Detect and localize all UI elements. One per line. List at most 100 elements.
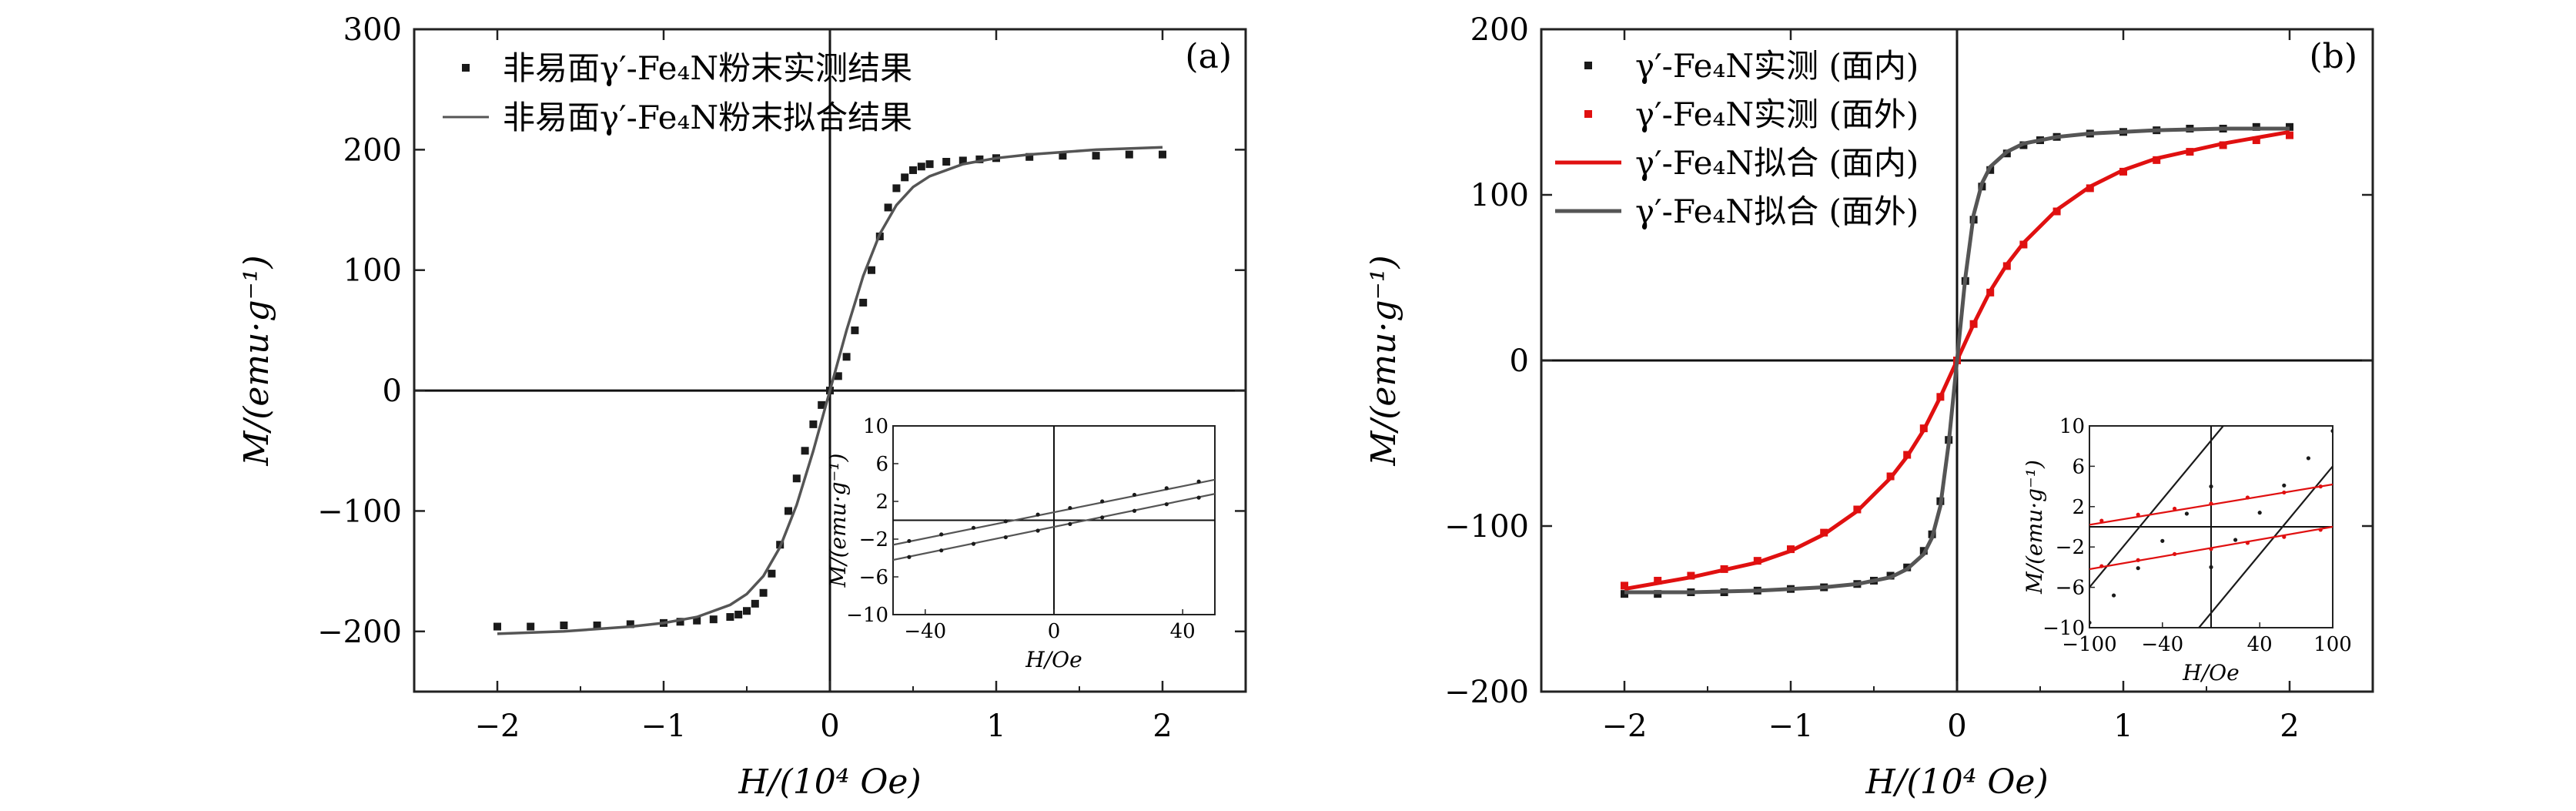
panel-label: (b): [2310, 37, 2358, 76]
y-tick-label: −100: [317, 494, 402, 529]
inset-y-tick-label: 10: [863, 415, 888, 438]
series-line: [497, 146, 1163, 635]
inset-data-point: [2282, 490, 2287, 495]
inset-series-line: [893, 478, 1215, 546]
series-a-1: [497, 146, 1163, 635]
data-point: [759, 588, 768, 597]
inset-a: −40 0 40 −10 −6 −2 2 6 10 H/Oe M/(emu·g⁻¹): [825, 415, 1216, 672]
inset-x-tick-label: −40: [904, 620, 946, 643]
data-point: [917, 163, 925, 171]
data-point: [801, 447, 809, 455]
data-point: [859, 298, 868, 307]
data-point: [868, 266, 875, 274]
data-point: [693, 616, 701, 625]
inset-data-point: [907, 555, 912, 559]
inset-data-point: [2209, 501, 2213, 506]
inset-data-point: [971, 525, 976, 530]
inset-data-point: [2160, 538, 2165, 543]
data-point: [892, 184, 901, 193]
inset-data-point: [1035, 512, 1040, 517]
inset-data-point: [1003, 535, 1008, 540]
inset-data-point: [1132, 508, 1137, 513]
inset-y-tick-label: −6: [859, 566, 888, 589]
inset-data: [893, 478, 1215, 561]
inset-data-point: [1100, 499, 1105, 504]
inset-y-tick-label: −6: [2056, 577, 2085, 600]
inset-data-point: [2306, 456, 2310, 461]
inset-data-point: [1100, 515, 1105, 520]
data-point: [851, 326, 859, 334]
inset-data-point: [2233, 538, 2238, 542]
inset-data-point: [1003, 519, 1008, 524]
data-point: [942, 158, 951, 166]
inset-data-point: [2282, 483, 2287, 488]
x-tick-label: −1: [641, 709, 687, 744]
data-point: [958, 156, 967, 165]
data-point: [792, 474, 801, 483]
inset-data-point: [1068, 521, 1072, 527]
legend-entry-label: 非易面γ′-Fe₄N粉末拟合结果: [503, 99, 912, 136]
inset-data-point: [2136, 512, 2140, 517]
data-point: [709, 615, 718, 624]
data-point: [593, 622, 601, 629]
x-tick-label: 0: [820, 709, 839, 744]
y-tick-label: 0: [1510, 344, 1529, 379]
inset-series-line: [2089, 426, 2224, 588]
data-point: [1025, 152, 1034, 161]
inset-data-point: [2209, 484, 2213, 489]
series-line: [1624, 126, 2290, 595]
y-tick-label: 200: [1470, 12, 1529, 48]
inset-data-point: [971, 541, 976, 546]
y-axis-label: M/(emu·g⁻¹): [237, 255, 276, 466]
x-tick-label: 0: [1947, 709, 1966, 744]
inset-data-point: [1196, 479, 1201, 484]
y-tick-label: 200: [343, 132, 402, 168]
inset-data-point: [2330, 428, 2333, 434]
inset-data-point: [2136, 566, 2140, 571]
data-point: [1654, 576, 1662, 585]
data-point: [1621, 581, 1628, 590]
legend-marker-swatch: [1584, 62, 1592, 69]
inset-y-tick-label: 2: [2072, 496, 2085, 519]
inset-data-point: [2099, 564, 2104, 568]
inset-x-tick-label: 40: [2247, 633, 2273, 656]
inset-b: −100 −40 40 100 −10 −6 −2 2 6 10 H/Oe M/(emu·g⁻¹): [2022, 415, 2352, 685]
y-axis-label: M/(emu·g⁻¹): [1364, 255, 1403, 466]
inset-data-point: [1196, 495, 1201, 500]
inset-data-point: [939, 548, 944, 553]
data-point: [785, 507, 792, 515]
data-point: [493, 622, 501, 631]
data-point: [1092, 152, 1100, 160]
inset-y-axis-label: M/(emu·g⁻¹): [2022, 460, 2047, 595]
legend-entry-label: γ′-Fe₄N拟合 (面内): [1635, 144, 1919, 182]
data-point: [842, 353, 851, 361]
inset-y-tick-label: −10: [846, 604, 888, 627]
data-point: [626, 620, 634, 628]
data-point: [527, 622, 535, 631]
series-a-0: [493, 150, 1166, 631]
legend-entry-label: γ′-Fe₄N实测 (面外): [1635, 96, 1919, 133]
inset-x-tick-label: −40: [2141, 633, 2183, 656]
y-tick-label: 100: [343, 253, 402, 289]
y-tick-label: −200: [317, 615, 402, 650]
legend-marker-swatch: [1584, 110, 1592, 118]
inset-data-point: [2257, 511, 2262, 515]
data-point: [884, 203, 892, 212]
inset-y-tick-label: −2: [859, 528, 888, 551]
data-point: [834, 372, 842, 380]
inset-x-tick-label: 100: [2313, 633, 2352, 656]
inset-data-point: [2136, 558, 2140, 562]
x-tick-label: −2: [1602, 709, 1648, 744]
x-tick-label: 2: [2280, 709, 2299, 744]
data-point: [2252, 136, 2260, 145]
inset-x-tick-label: 40: [1170, 620, 1196, 643]
x-tick-label: 2: [1153, 709, 1172, 744]
data-point: [925, 160, 934, 169]
y-tick-label: −200: [1444, 675, 1529, 710]
x-axis-label: H/(10⁴ Oe): [738, 762, 921, 802]
inset-y-tick-label: 2: [875, 491, 888, 514]
inset-x-axis-label: H/Oe: [2182, 660, 2239, 685]
